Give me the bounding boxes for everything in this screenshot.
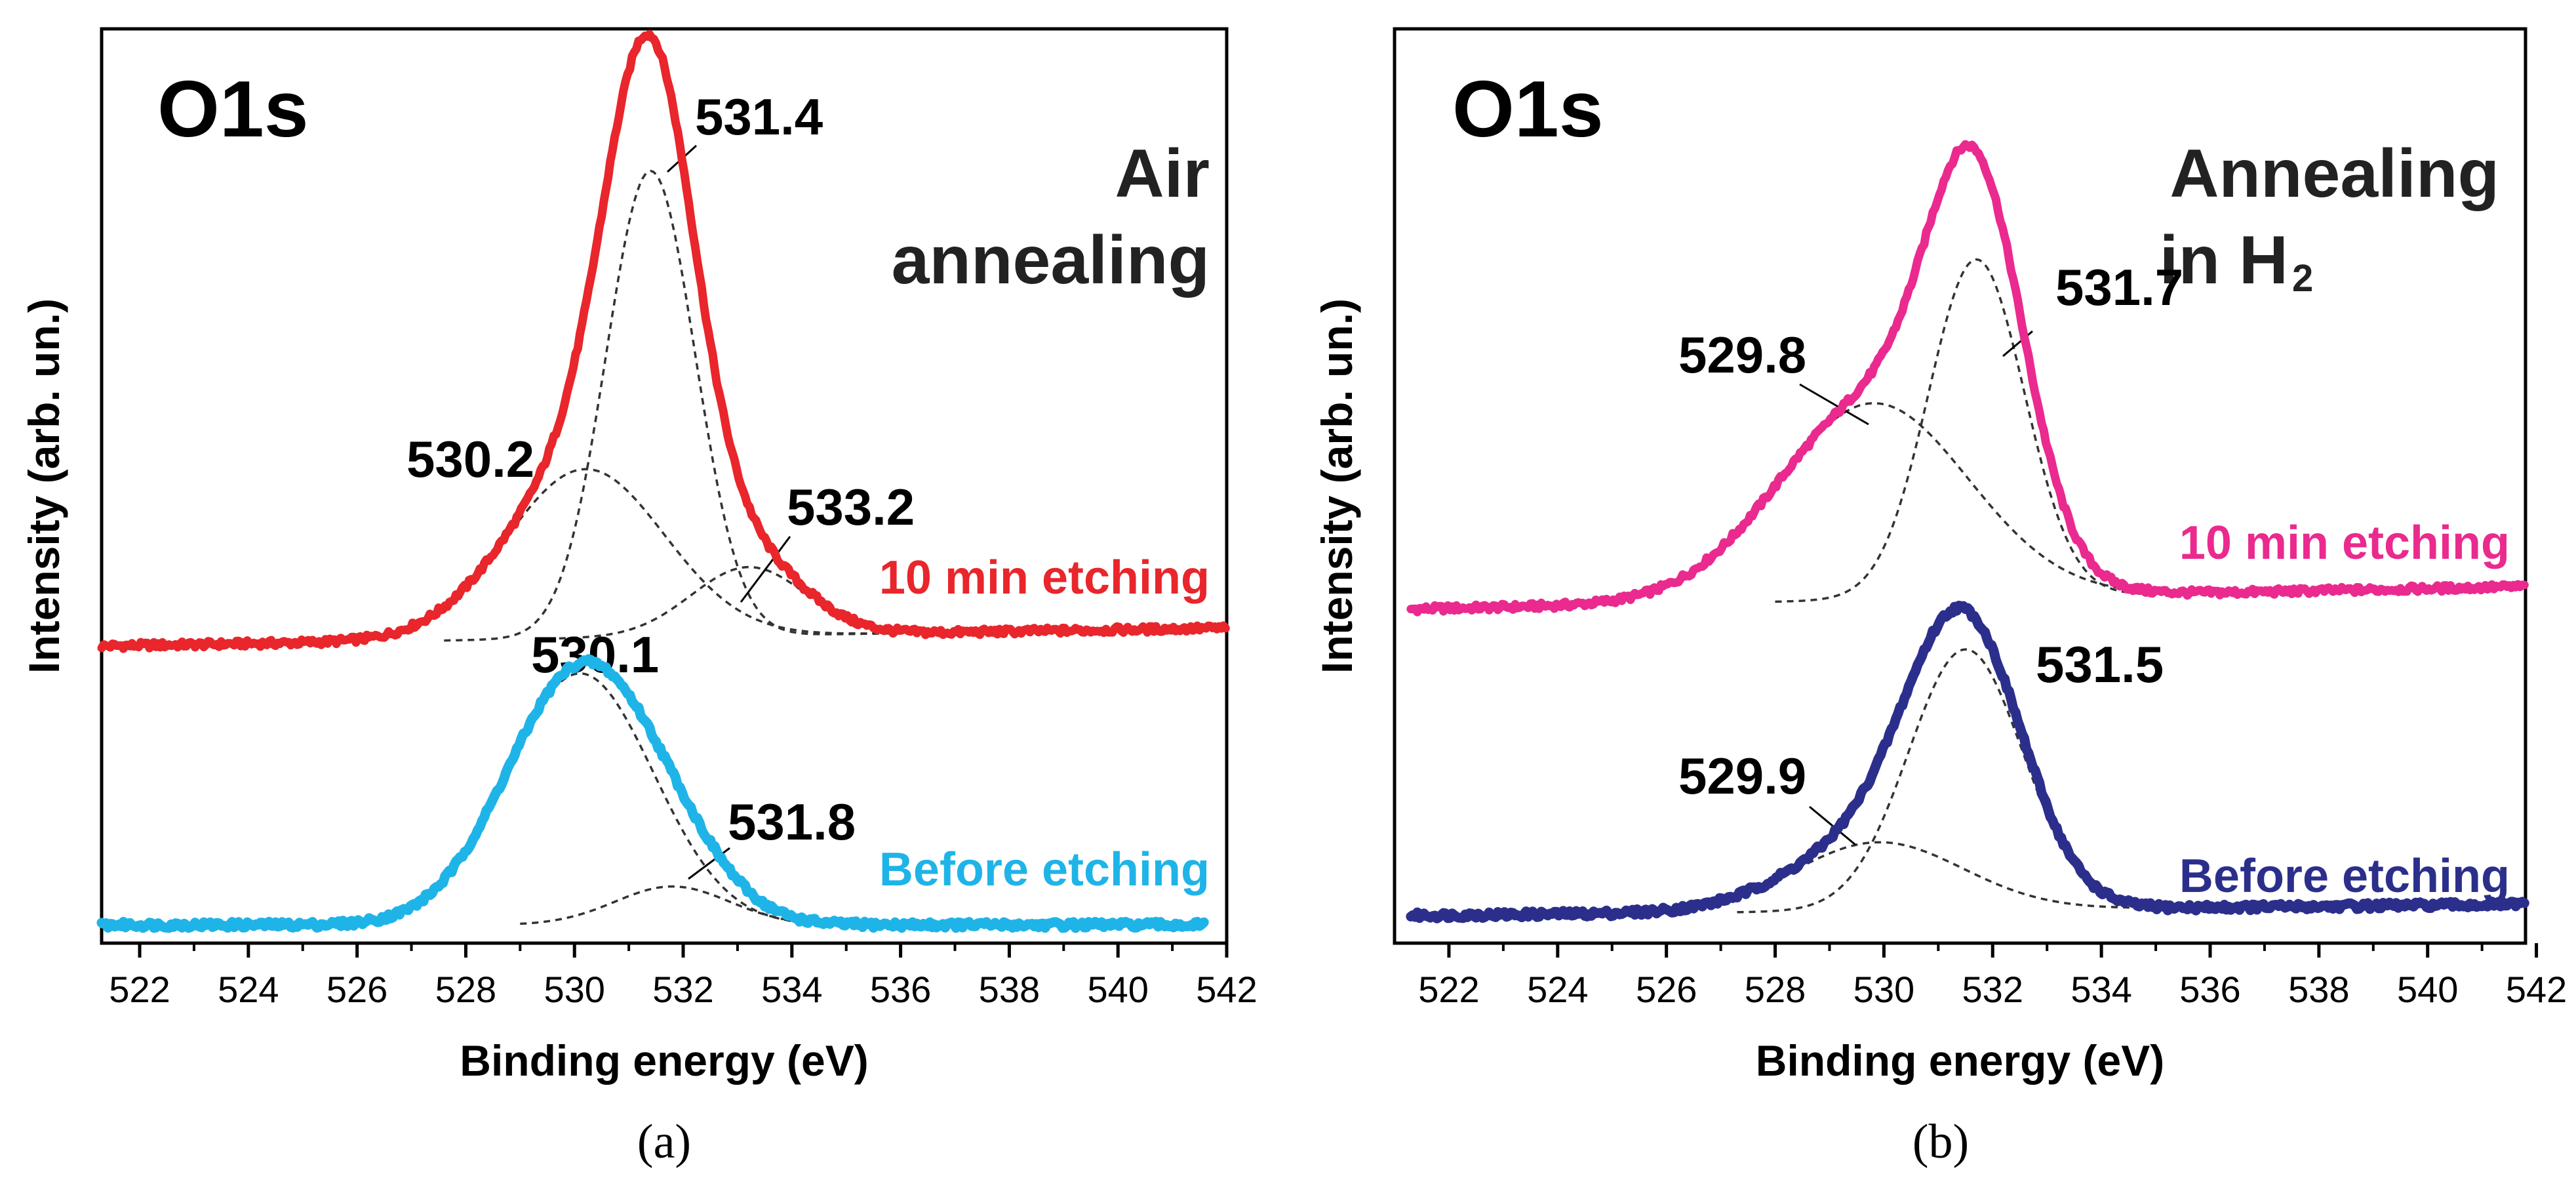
y-axis-label: Intensity (arb. un.) (1313, 298, 1361, 674)
panel-a: 522 524 526 528 530 532 534 536 538 540 542 Binding… (20, 27, 1258, 1169)
series-label: Before etching (2179, 850, 2510, 902)
x-tick-label: 534 (761, 969, 822, 1010)
condition-line: in H (2160, 222, 2288, 298)
x-tick-label: 524 (218, 969, 279, 1010)
x-tick-label: 538 (979, 969, 1040, 1010)
condition-line: annealing (892, 222, 1210, 298)
condition-line: Annealing (2170, 136, 2499, 212)
panel-caption: (a) (637, 1115, 691, 1169)
x-tick-label: 532 (652, 969, 713, 1010)
peak-leader-line (740, 536, 791, 603)
series-label: 10 min etching (879, 552, 1210, 604)
spectrum-line (1406, 140, 2529, 617)
spectrum-line (1406, 600, 2529, 923)
peak-label: 529.9 (1678, 747, 1806, 805)
x-tick-label: 524 (1527, 969, 1588, 1010)
panel-title: O1s (157, 64, 309, 153)
x-tick-label: 536 (2179, 969, 2240, 1010)
x-tick-label: 526 (327, 969, 387, 1010)
peak-label: 531.5 (2036, 636, 2164, 693)
x-tick-label: 540 (2397, 969, 2458, 1010)
x-tick-label: 542 (2506, 969, 2567, 1010)
x-tick-label: 536 (870, 969, 931, 1010)
condition-subscript: 2 (2292, 257, 2313, 300)
fit-component-curve (444, 169, 928, 642)
panel-b: 522 524 526 528 530 532 534 536 538 540 542 Binding… (1313, 27, 2567, 1169)
x-tick-label: 542 (1196, 969, 1257, 1010)
fit-component-curve (357, 672, 793, 924)
x-tick-label: 528 (1745, 969, 1806, 1010)
x-tick-label: 528 (435, 969, 496, 1010)
fit-component-curve (1737, 648, 2129, 914)
panel-caption: (b) (1912, 1115, 1969, 1169)
x-tick-label: 538 (2288, 969, 2349, 1010)
peak-label: 530.2 (406, 430, 534, 488)
peak-label: 531.7 (2055, 258, 2183, 316)
x-tick-label: 526 (1636, 969, 1697, 1010)
y-axis-label: Intensity (arb. un.) (20, 298, 68, 674)
x-tick-label: 534 (2071, 969, 2131, 1010)
x-tick-label: 530 (544, 969, 604, 1010)
x-tick-label: 532 (1962, 969, 2023, 1010)
series-label: Before etching (879, 843, 1210, 896)
fit-component-curve (330, 468, 928, 643)
x-tick-label: 540 (1087, 969, 1148, 1010)
condition-line: Air (1115, 136, 1210, 212)
plot-frame (100, 27, 1229, 945)
peak-label: 530.1 (531, 626, 659, 683)
peak-label: 533.2 (787, 478, 915, 536)
x-axis-label: Binding energy (eV) (460, 1036, 868, 1085)
fit-component-curve (1775, 258, 2183, 603)
fit-component-curve (520, 885, 846, 926)
peak-label: 529.8 (1678, 326, 1806, 384)
fit-component-curve (547, 565, 928, 640)
spectrum-line (97, 30, 1230, 653)
x-axis-label: Binding energy (eV) (1756, 1036, 2164, 1085)
peak-label: 531.8 (728, 793, 856, 851)
x-tick-label: 522 (109, 969, 170, 1010)
x-tick-label: 522 (1418, 969, 1479, 1010)
peak-label: 531.4 (695, 88, 823, 146)
x-tick-label: 530 (1853, 969, 1914, 1010)
panel-title: O1s (1452, 64, 1604, 153)
plot-frame (1393, 27, 2527, 945)
series-label: 10 min etching (2179, 517, 2510, 569)
peak-leader-line (1799, 383, 1869, 426)
spectrum-line (96, 654, 1209, 933)
